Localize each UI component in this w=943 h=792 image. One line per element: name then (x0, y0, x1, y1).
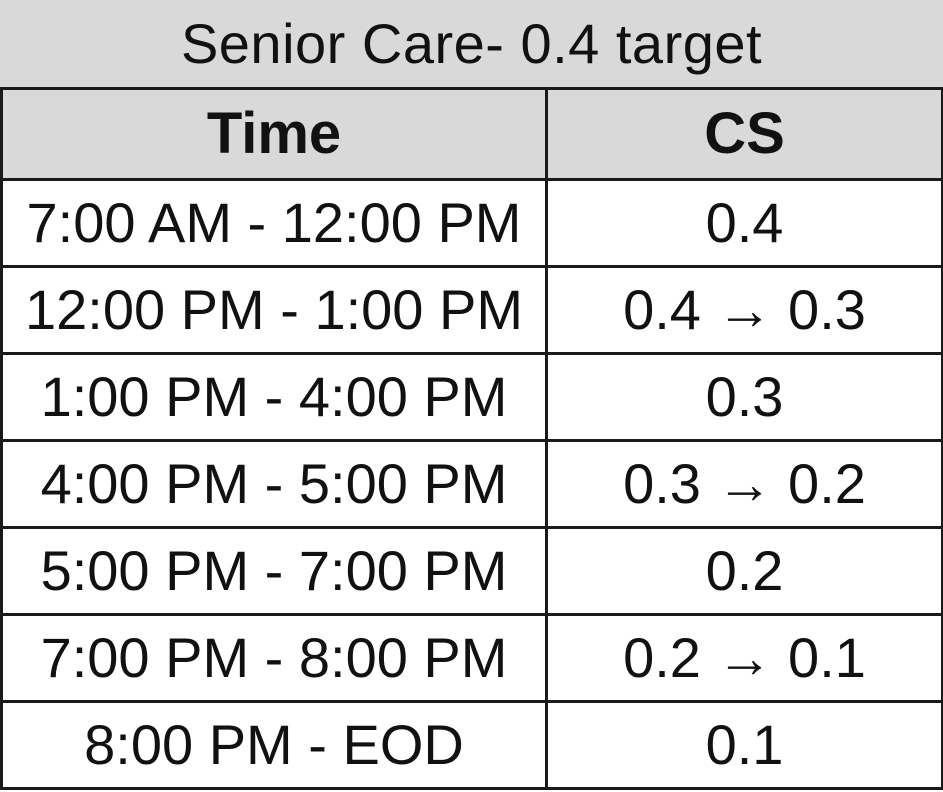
cs-cell: 0.3 → 0.2 (545, 438, 943, 529)
table-row: 5:00 PM - 7:00 PM 0.2 (0, 525, 943, 616)
cs-cell: 0.4 (545, 177, 943, 268)
cs-schedule-table: Time CS 7:00 AM - 12:00 PM 0.4 12:00 PM … (0, 90, 943, 790)
time-cell: 5:00 PM - 7:00 PM (0, 525, 548, 616)
header-row: Time CS (0, 90, 943, 181)
time-cell: 7:00 PM - 8:00 PM (0, 612, 548, 703)
table-row: 4:00 PM - 5:00 PM 0.3 → 0.2 (0, 438, 943, 529)
time-cell: 8:00 PM - EOD (0, 699, 548, 790)
table-row: 8:00 PM - EOD 0.1 (0, 699, 943, 790)
column-header-time: Time (0, 90, 548, 181)
cs-cell: 0.1 (545, 699, 943, 790)
column-header-cs: CS (545, 90, 943, 181)
cs-cell: 0.3 (545, 351, 943, 442)
table-row: 12:00 PM - 1:00 PM 0.4 → 0.3 (0, 264, 943, 355)
cs-cell: 0.4 → 0.3 (545, 264, 943, 355)
cs-cell: 0.2 → 0.1 (545, 612, 943, 703)
time-cell: 12:00 PM - 1:00 PM (0, 264, 548, 355)
time-cell: 1:00 PM - 4:00 PM (0, 351, 548, 442)
time-cell: 7:00 AM - 12:00 PM (0, 177, 548, 268)
table-row: 7:00 PM - 8:00 PM 0.2 → 0.1 (0, 612, 943, 703)
table-row: 7:00 AM - 12:00 PM 0.4 (0, 177, 943, 268)
cs-cell: 0.2 (545, 525, 943, 616)
table-row: 1:00 PM - 4:00 PM 0.3 (0, 351, 943, 442)
time-cell: 4:00 PM - 5:00 PM (0, 438, 548, 529)
table-title: Senior Care- 0.4 target (0, 0, 943, 90)
